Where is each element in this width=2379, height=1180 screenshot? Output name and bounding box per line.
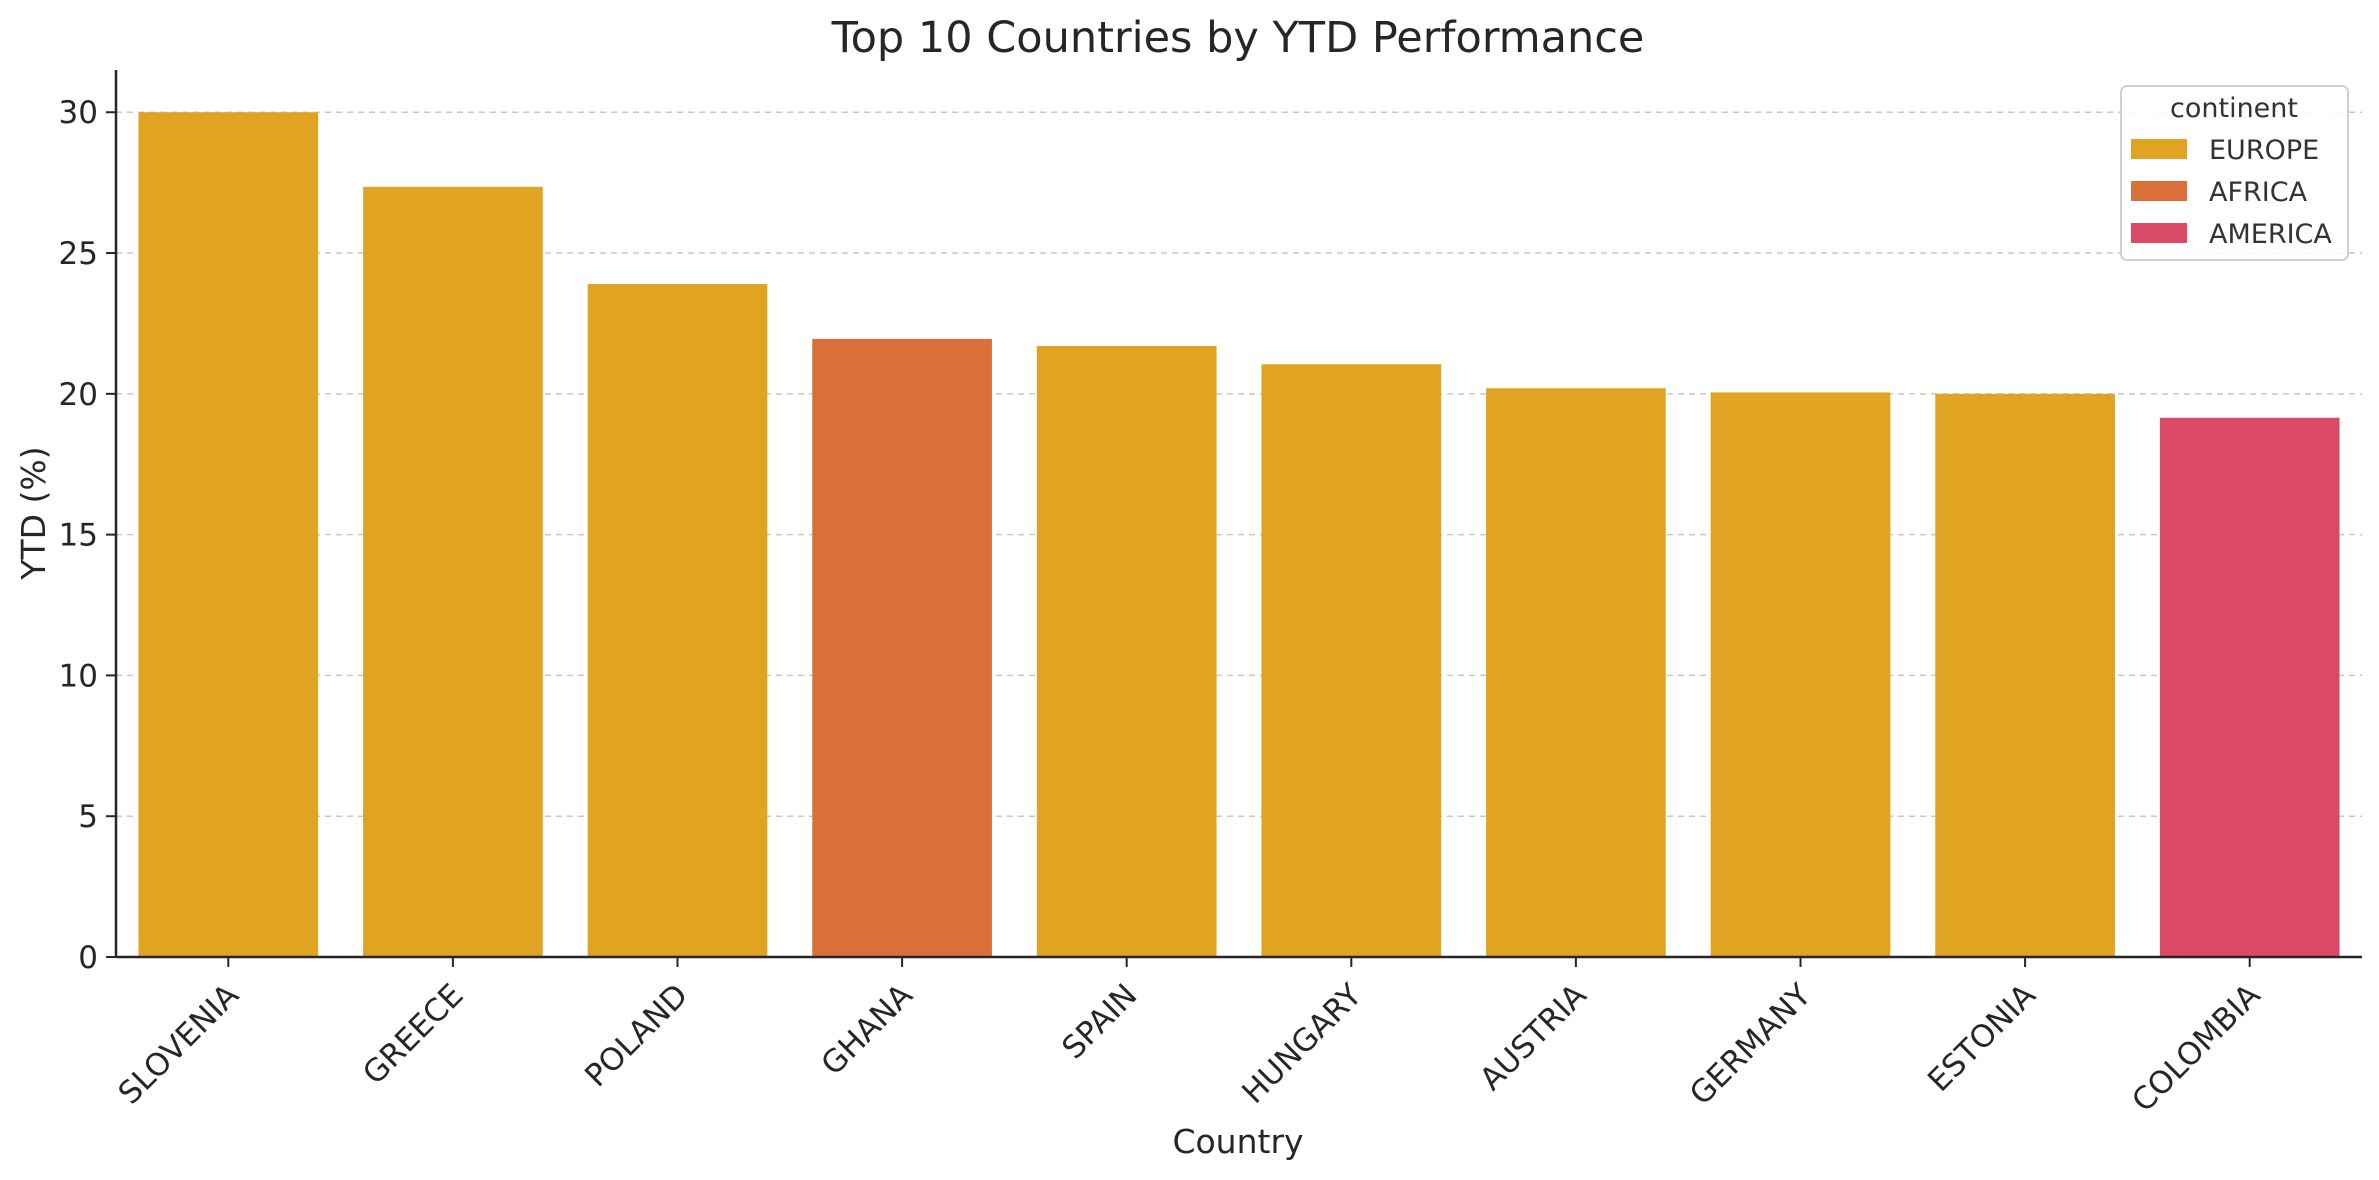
x-tick-label: SLOVENIA: [112, 977, 246, 1111]
chart-title: Top 10 Countries by YTD Performance: [831, 13, 1645, 63]
bar-ghana: [812, 338, 992, 957]
legend-frame: [2120, 85, 2349, 261]
y-tick-label: 20: [59, 377, 98, 413]
x-tick-label: AUSTRIA: [1473, 977, 1593, 1097]
x-tick-label: COLOMBIA: [2125, 977, 2267, 1119]
axes: [114, 70, 2362, 959]
legend-label-africa: AFRICA: [2209, 177, 2308, 208]
bar-spain: [1036, 345, 1217, 957]
x-tick-label: GHANA: [814, 977, 919, 1082]
x-tick-label: SPAIN: [1055, 977, 1144, 1066]
bar-hungary: [1261, 364, 1442, 957]
bar-austria: [1486, 388, 1666, 957]
y-ticks: 0 5 10 15 20 25 30: [59, 95, 116, 976]
bar-estonia: [1935, 393, 2115, 957]
legend-swatch-africa: [2131, 181, 2187, 201]
legend: continent EUROPE AFRICA AMERICA: [2120, 85, 2349, 261]
bars: [138, 112, 2340, 957]
legend-label-america: AMERICA: [2209, 219, 2332, 250]
x-ticks: SLOVENIA GREECE POLAND GHANA SPAIN HUNGARY AUS…: [112, 957, 2267, 1119]
bar-colombia: [2159, 417, 2340, 957]
legend-entries: EUROPE AFRICA AMERICA: [2131, 135, 2332, 250]
bar-slovenia: [138, 112, 319, 957]
bar-germany: [1710, 392, 1891, 957]
y-tick-label: 25: [59, 236, 98, 272]
y-tick-label: 15: [59, 518, 98, 554]
y-tick-label: 10: [59, 658, 98, 694]
y-axis-label: YTD (%): [14, 446, 53, 580]
y-tick-label: 30: [59, 95, 98, 131]
x-axis-label: Country: [1172, 1122, 1303, 1161]
x-tick-label: GERMANY: [1683, 977, 1818, 1112]
legend-title: continent: [2170, 93, 2298, 124]
bar-greece: [363, 186, 543, 957]
x-tick-label: ESTONIA: [1921, 977, 2043, 1099]
x-tick-label: POLAND: [578, 977, 695, 1094]
x-tick-label: GREECE: [356, 977, 471, 1092]
legend-label-europe: EUROPE: [2209, 135, 2319, 166]
bar-poland: [587, 284, 768, 957]
legend-swatch-america: [2131, 223, 2187, 243]
x-tick-label: HUNGARY: [1235, 977, 1369, 1111]
legend-swatch-europe: [2131, 139, 2187, 159]
y-tick-label: 0: [78, 940, 98, 976]
y-tick-label: 5: [78, 799, 98, 835]
